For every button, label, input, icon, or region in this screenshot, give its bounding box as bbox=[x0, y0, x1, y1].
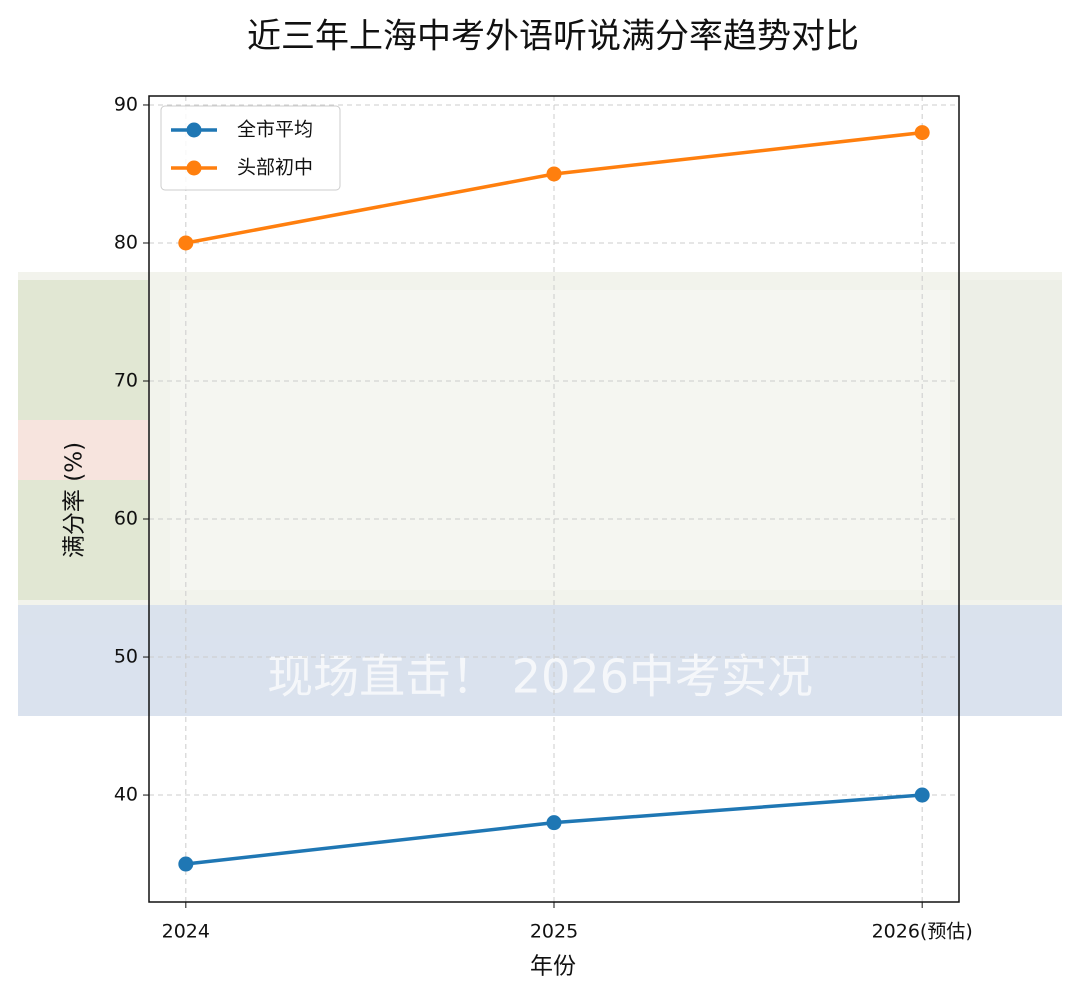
legend-label: 头部初中 bbox=[237, 157, 313, 179]
legend-marker bbox=[186, 122, 202, 138]
y-tick-label: 80 bbox=[114, 231, 138, 253]
y-tick-label: 60 bbox=[114, 508, 138, 530]
y-tick-label: 50 bbox=[114, 646, 138, 668]
x-tick-label: 2026(预估) bbox=[872, 921, 973, 943]
x-tick-label: 2024 bbox=[162, 921, 210, 943]
y-tick-label: 90 bbox=[114, 93, 138, 115]
y-axis-label: 满分率 (%) bbox=[62, 442, 88, 558]
y-tick-label: 40 bbox=[114, 784, 138, 806]
background-photo bbox=[18, 272, 1062, 716]
y-tick-label: 70 bbox=[114, 369, 138, 391]
data-point bbox=[914, 125, 930, 141]
data-point bbox=[178, 235, 194, 251]
watermark: 现场直击！ 2026中考实况 bbox=[267, 650, 813, 704]
data-point bbox=[178, 856, 194, 872]
legend-label: 全市平均 bbox=[237, 119, 313, 141]
chart-title: 近三年上海中考外语听说满分率趋势对比 bbox=[247, 17, 859, 57]
data-point bbox=[914, 787, 930, 803]
axes-frame bbox=[148, 95, 960, 903]
data-point bbox=[546, 166, 562, 182]
data-point bbox=[546, 815, 562, 831]
x-tick-label: 2025 bbox=[530, 921, 578, 943]
legend-marker bbox=[186, 160, 202, 176]
x-axis-label: 年份 bbox=[530, 954, 576, 980]
